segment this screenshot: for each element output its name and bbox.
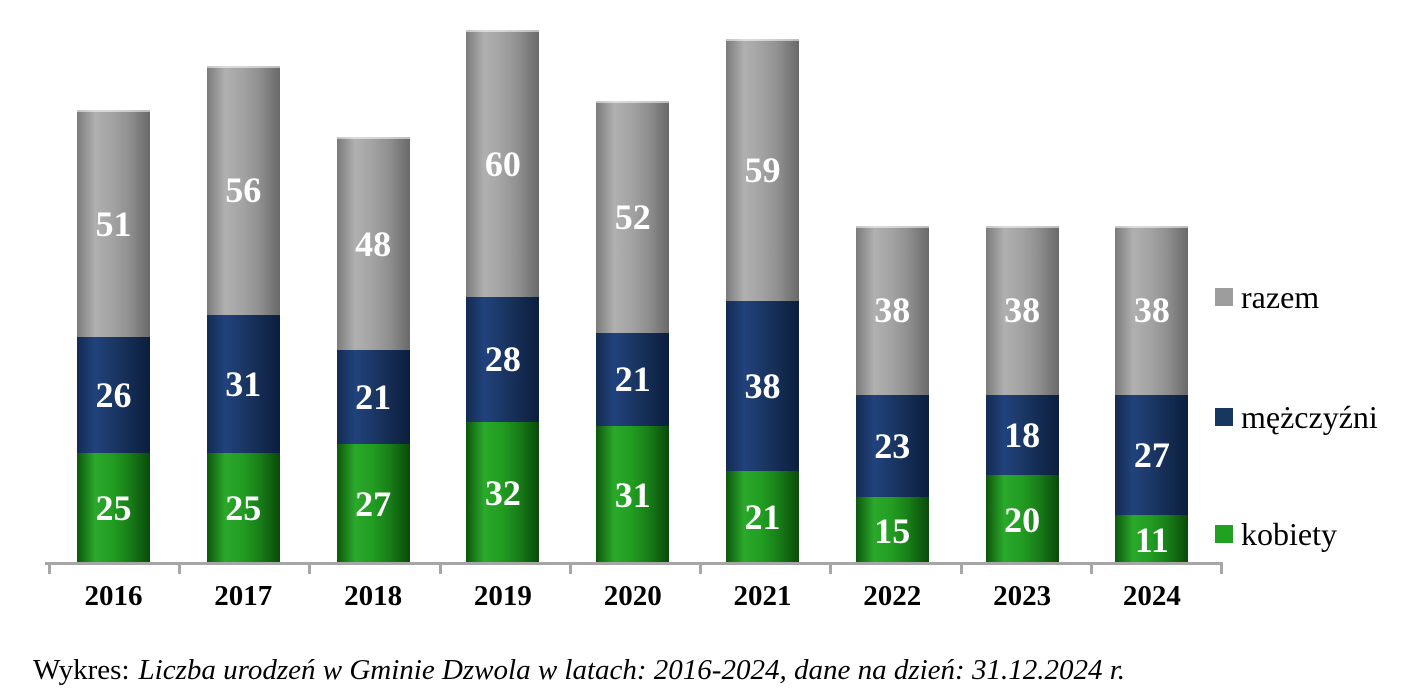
x-axis-label-2018: 2018 [344, 580, 403, 612]
bar-value-label: 20 [1004, 499, 1041, 540]
x-axis-label-2022: 2022 [863, 580, 922, 612]
bar-value-label: 48 [355, 223, 392, 264]
legend-label: kobiety [1241, 516, 1337, 552]
axis-tick [568, 562, 572, 574]
x-axis-label-2023: 2023 [993, 580, 1052, 612]
bar-segment-mężczyźni-2019: 28 [466, 297, 540, 422]
bar-segment-mężczyźni-2021: 38 [726, 301, 799, 471]
bar-value-label: 21 [355, 377, 392, 418]
legend-swatch-razem [1215, 288, 1233, 306]
bar-segment-razem-2021: 59 [726, 38, 799, 302]
plot-area: 25 26 51 2016 25 31 56 2017 27 21 48 2018 32 28 60 2019… [45, 30, 1223, 612]
x-axis-label-2019: 2019 [473, 580, 532, 612]
bar-value-label: 21 [744, 497, 781, 538]
x-axis-label-2024: 2024 [1122, 580, 1181, 612]
bar-segment-razem-2023: 38 [985, 225, 1059, 395]
bar-value-label: 25 [95, 488, 132, 529]
bar-value-label: 52 [614, 196, 651, 237]
bar-value-label: 23 [874, 426, 911, 467]
bar-value-label: 60 [484, 143, 521, 184]
legend-item-razem: razem [1215, 281, 1319, 313]
bar-segment-kobiety-2019: 32 [466, 421, 540, 564]
axis-tick [1089, 562, 1093, 574]
bar-value-label: 38 [1133, 290, 1170, 331]
bar-value-label: 31 [225, 363, 262, 404]
chart-caption: Wykres: Liczba urodzeń w Gminie Dzwola w … [33, 654, 1126, 687]
bar-value-label: 25 [225, 488, 262, 529]
bar-value-label: 27 [1133, 434, 1170, 475]
axis-tick [308, 562, 312, 574]
bar-segment-kobiety-2024: 11 [1115, 515, 1189, 564]
bar-segment-kobiety-2018: 27 [336, 443, 410, 564]
bar-segment-mężczyźni-2024: 27 [1115, 394, 1189, 516]
bar-value-label: 26 [95, 374, 132, 415]
bar-segment-mężczyźni-2020: 21 [596, 332, 670, 427]
bar-value-label: 38 [744, 365, 781, 406]
bar-segment-kobiety-2020: 31 [596, 426, 670, 564]
bar-value-label: 27 [355, 483, 392, 524]
caption-text: Liczba urodzeń w Gminie Dzwola w latach:… [138, 654, 1126, 686]
bar-segment-mężczyźni-2018: 21 [336, 350, 410, 444]
x-axis [45, 562, 1223, 565]
legend-label: mężczyźni [1241, 399, 1378, 435]
axis-tick [48, 562, 51, 574]
bar-value-label: 28 [484, 339, 521, 380]
x-axis-label-2021: 2021 [733, 580, 792, 612]
bar-segment-razem-2019: 60 [466, 30, 540, 297]
axis-tick [178, 562, 182, 574]
axis-tick [829, 562, 833, 574]
legend-swatch-mężczyźni [1215, 408, 1233, 426]
bar-segment-mężczyźni-2022: 23 [855, 394, 929, 498]
bar-value-label: 51 [95, 203, 132, 244]
bar-segment-razem-2016: 51 [77, 110, 150, 338]
bar-segment-mężczyźni-2016: 26 [77, 337, 150, 453]
legend-swatch-kobiety [1215, 525, 1233, 543]
bar-value-label: 15 [874, 510, 911, 551]
bar-value-label: 38 [1004, 290, 1041, 331]
bar-value-label: 38 [874, 290, 911, 331]
legend-item-kobiety: kobiety [1215, 518, 1337, 550]
bar-segment-kobiety-2017: 25 [206, 452, 280, 564]
bar-value-label: 11 [1134, 519, 1169, 560]
bar-segment-razem-2022: 38 [855, 225, 929, 395]
bar-value-label: 56 [225, 170, 262, 211]
axis-tick [1220, 562, 1223, 574]
bar-segment-razem-2018: 48 [336, 136, 410, 351]
bar-segment-razem-2024: 38 [1115, 225, 1189, 395]
axis-tick [699, 562, 703, 574]
bar-segment-kobiety-2016: 25 [77, 452, 150, 564]
bar-segment-razem-2017: 56 [206, 65, 280, 315]
legend-item-mężczyźni: mężczyźni [1215, 401, 1378, 433]
bar-value-label: 21 [614, 359, 651, 400]
bar-segment-razem-2020: 52 [596, 101, 670, 333]
bar-value-label: 18 [1004, 414, 1041, 455]
bar-segment-kobiety-2023: 20 [985, 475, 1059, 564]
axis-tick [959, 562, 963, 574]
caption-prefix: Wykres: [33, 654, 130, 686]
bar-segment-kobiety-2022: 15 [855, 497, 929, 564]
axis-tick [438, 562, 442, 574]
bar-value-label: 59 [744, 150, 781, 191]
bar-segment-mężczyźni-2023: 18 [985, 394, 1059, 475]
bar-value-label: 31 [614, 475, 651, 516]
x-axis-label-2020: 2020 [603, 580, 662, 612]
bar-segment-mężczyźni-2017: 31 [206, 314, 280, 453]
x-axis-label-2016: 2016 [84, 580, 143, 612]
legend-label: razem [1241, 279, 1320, 315]
x-axis-label-2017: 2017 [214, 580, 273, 612]
bar-segment-kobiety-2021: 21 [726, 470, 799, 564]
bar-value-label: 32 [484, 472, 521, 513]
